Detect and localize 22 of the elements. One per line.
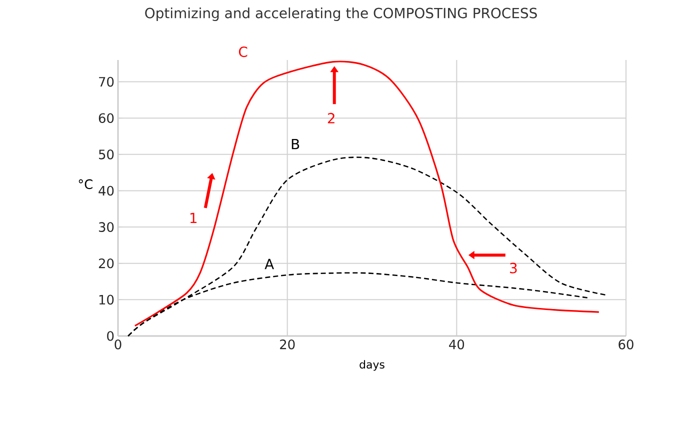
x-tick-label: 60 xyxy=(618,340,634,350)
y-tick-label: 40 xyxy=(98,186,114,196)
x-tick-label: 20 xyxy=(280,340,295,350)
annotation: 2 xyxy=(328,112,334,124)
x-tick-label: 40 xyxy=(449,340,464,350)
series-label: A xyxy=(264,258,274,270)
y-tick-label: 0 xyxy=(107,331,114,341)
x-tick-label: 0 xyxy=(114,340,122,350)
y-tick-label: 50 xyxy=(99,150,114,160)
chart-title: Optimizing and accelerating the COMPOSTING PROCESS xyxy=(145,8,537,22)
annotation: 1 xyxy=(190,212,197,224)
y-tick-label: 60 xyxy=(98,113,114,124)
y-tick-label: 70 xyxy=(99,76,114,87)
y-tick-label: 20 xyxy=(98,258,114,268)
y-tick-label: 30 xyxy=(98,222,114,232)
y-tick-label: 10 xyxy=(99,294,114,305)
text: C xyxy=(238,46,248,58)
x-axis-title: days xyxy=(360,360,384,371)
line-series xyxy=(134,60,600,327)
y-axis-title: °C xyxy=(78,179,92,190)
annotation: 3 xyxy=(510,262,517,274)
series-label: B xyxy=(292,138,300,150)
